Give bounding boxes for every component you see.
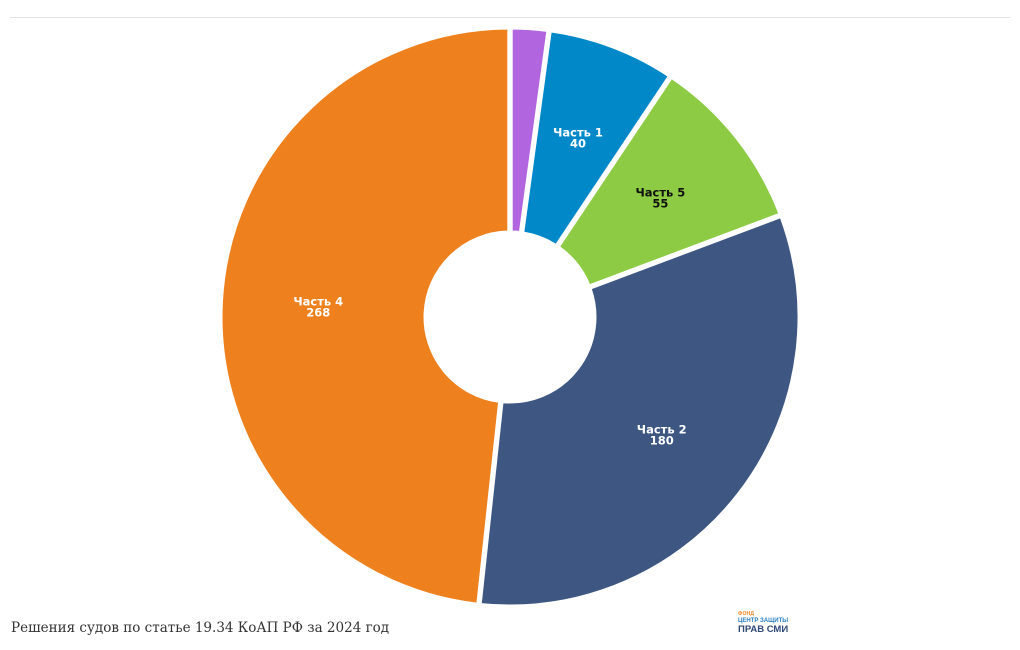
data-label-value: 180 [650, 434, 674, 448]
data-label-category: Часть 2 [637, 423, 687, 437]
slice-часть-3 [511, 28, 548, 233]
data-label-value: 40 [570, 137, 586, 151]
logo-line-1: ФОНД [738, 611, 755, 617]
logo-line-3: ПРАВ СМИ [738, 624, 789, 635]
data-label-value: 268 [306, 306, 330, 320]
data-label-category: Часть 4 [293, 295, 343, 309]
slice-часть-1 [523, 31, 669, 245]
slice-часть-2 [480, 217, 799, 606]
data-label-category: Часть 1 [553, 126, 603, 140]
logo-line-2: ЦЕНТР ЗАЩИТЫ [738, 618, 789, 624]
publisher-logo: ФОНД ЦЕНТР ЗАЩИТЫ ПРАВ СМИ [738, 612, 798, 640]
chart-caption: Решения судов по статье 19.34 КоАП РФ за… [11, 620, 390, 636]
slice-часть-4 [221, 28, 509, 604]
data-label-category: Часть 5 [635, 186, 685, 200]
slice-часть-5 [559, 78, 780, 286]
top-divider [10, 17, 1010, 18]
data-label-value: 55 [652, 197, 668, 211]
chart-slices [221, 28, 799, 606]
